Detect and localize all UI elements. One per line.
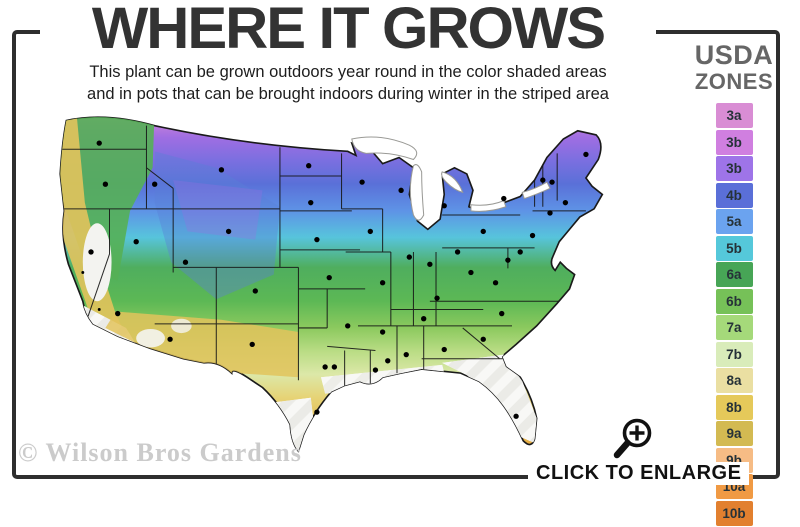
legend-zone-swatch: 4b bbox=[715, 182, 753, 208]
legend-zone-swatch: 3a bbox=[715, 103, 753, 128]
subtitle-line-2: and in pots that can be brought indoors … bbox=[87, 84, 609, 103]
city-dots bbox=[81, 140, 589, 419]
click-to-enlarge-button[interactable]: CLICK TO ENLARGE bbox=[528, 462, 750, 485]
subtitle-line-1: This plant can be grown outdoors year ro… bbox=[89, 63, 607, 81]
watermark: © Wilson Bros Gardens bbox=[18, 438, 302, 467]
page-title: WHERE IT GROWS bbox=[91, 0, 606, 61]
legend-zone-swatch: 7b bbox=[715, 341, 753, 367]
header: WHERE IT GROWS This plant can be grown o… bbox=[40, 0, 656, 106]
legend-zone-swatch: 7a bbox=[715, 315, 753, 340]
legend-zone-swatch: 5a bbox=[715, 209, 753, 234]
legend-zone-swatch: 8a bbox=[715, 368, 753, 393]
legend-zone-swatch: 3b bbox=[715, 156, 753, 181]
state-borders bbox=[60, 125, 586, 390]
legend-title-line-2: ZONES bbox=[694, 69, 774, 94]
legend-title: USDA ZONES bbox=[688, 42, 780, 93]
legend-zone-swatch: 6b bbox=[715, 288, 753, 314]
great-lakes bbox=[351, 136, 551, 221]
usda-zones-map[interactable] bbox=[52, 108, 627, 476]
usda-zones-legend: USDA ZONES 3a 3b 3b 4b 5a 5b 6a 6b 7a 7b 8a 8b 9a 9b 1… bbox=[688, 42, 780, 527]
legend-zone-swatch: 10b bbox=[715, 500, 753, 526]
zoom-in-magnifier-icon[interactable] bbox=[608, 416, 656, 464]
legend-zone-swatch: 5b bbox=[715, 235, 753, 261]
subtitle: This plant can be grown outdoors year ro… bbox=[44, 62, 652, 106]
legend-zone-swatch: 6a bbox=[715, 262, 753, 287]
legend-zone-swatch: 9a bbox=[715, 421, 753, 446]
legend-zone-swatch: 3b bbox=[715, 129, 753, 155]
legend-zone-swatch: 8b bbox=[715, 394, 753, 420]
legend-title-line-1: USDA bbox=[694, 40, 774, 70]
